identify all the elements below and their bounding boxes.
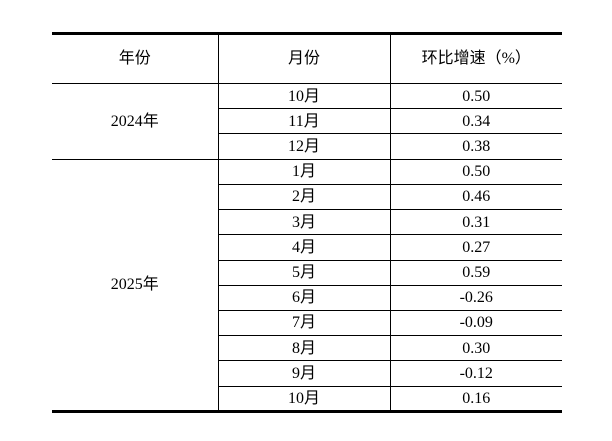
value-cell: 0.50 bbox=[389, 159, 562, 185]
month-cell: 12月 bbox=[217, 133, 390, 160]
table-row: 8月 0.30 bbox=[52, 335, 562, 362]
month-cell: 7月 bbox=[217, 310, 390, 337]
table-row: 10月 0.16 bbox=[52, 386, 562, 413]
value-cell: 0.31 bbox=[389, 209, 562, 236]
table-row: 11月 0.34 bbox=[52, 108, 562, 135]
year-cell-2024: 2024年 bbox=[52, 83, 218, 160]
growth-column-header: 环比增速（%） bbox=[389, 33, 562, 84]
year-cell-2025: 2025年 bbox=[52, 159, 218, 413]
month-column-header: 月份 bbox=[217, 33, 390, 84]
year-column-header: 年份 bbox=[52, 33, 218, 84]
value-cell: 0.34 bbox=[389, 108, 562, 135]
table-row: 7月 -0.09 bbox=[52, 310, 562, 337]
value-cell: -0.09 bbox=[389, 310, 562, 337]
month-cell: 1月 bbox=[217, 159, 390, 185]
value-cell: -0.26 bbox=[389, 285, 562, 311]
growth-rate-table: 年份 月份 环比增速（%） 2024年 10月 0.50 11月 0.34 12… bbox=[52, 32, 562, 413]
value-cell: 0.27 bbox=[389, 234, 562, 261]
value-cell: 0.16 bbox=[389, 386, 562, 413]
month-cell: 9月 bbox=[217, 360, 390, 387]
table-row: 9月 -0.12 bbox=[52, 360, 562, 387]
table-row: 2月 0.46 bbox=[52, 184, 562, 211]
value-cell: 0.30 bbox=[389, 335, 562, 362]
table-header-row: 年份 月份 环比增速（%） bbox=[52, 33, 562, 84]
month-cell: 2月 bbox=[217, 184, 390, 211]
table-row: 5月 0.59 bbox=[52, 260, 562, 286]
month-cell: 11月 bbox=[217, 108, 390, 135]
table-row: 2025年 1月 0.50 bbox=[52, 159, 562, 413]
month-cell: 10月 bbox=[217, 83, 390, 110]
table-row: 6月 -0.26 bbox=[52, 285, 562, 311]
value-cell: 0.59 bbox=[389, 260, 562, 286]
value-cell: 0.46 bbox=[389, 184, 562, 211]
month-cell: 8月 bbox=[217, 335, 390, 362]
table-row: 3月 0.31 bbox=[52, 209, 562, 236]
month-cell: 5月 bbox=[217, 260, 390, 286]
month-cell: 10月 bbox=[217, 386, 390, 413]
table-row: 12月 0.38 bbox=[52, 133, 562, 160]
month-cell: 6月 bbox=[217, 285, 390, 311]
value-cell: 0.50 bbox=[389, 83, 562, 110]
month-cell: 3月 bbox=[217, 209, 390, 236]
value-cell: -0.12 bbox=[389, 360, 562, 387]
month-cell: 4月 bbox=[217, 234, 390, 261]
value-cell: 0.38 bbox=[389, 133, 562, 160]
table-row: 2024年 10月 0.50 bbox=[52, 83, 562, 160]
table-row: 4月 0.27 bbox=[52, 234, 562, 261]
